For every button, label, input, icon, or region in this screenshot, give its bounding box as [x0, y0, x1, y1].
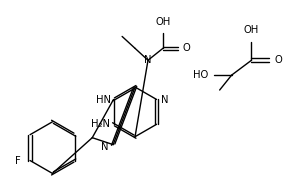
- Text: N: N: [101, 142, 108, 152]
- Text: OH: OH: [155, 17, 171, 26]
- Text: N: N: [144, 55, 152, 65]
- Text: HO: HO: [193, 70, 209, 80]
- Text: F: F: [15, 156, 21, 165]
- Text: O: O: [183, 43, 190, 53]
- Text: H₂N: H₂N: [91, 119, 110, 129]
- Text: N: N: [161, 95, 168, 105]
- Text: HN: HN: [96, 95, 110, 105]
- Text: OH: OH: [244, 25, 259, 36]
- Text: O: O: [274, 55, 282, 65]
